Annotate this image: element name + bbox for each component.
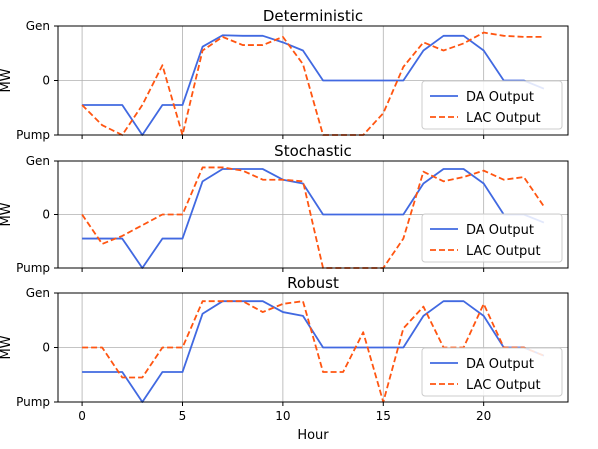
panel-robust-ytick-label-0: 0 — [42, 341, 50, 355]
panel-stochastic-legend-label-da-output: DA Output — [466, 223, 534, 238]
panel-stochastic-legend-label-lac-output: LAC Output — [466, 244, 541, 259]
panel-stochastic-series-lac-output — [81, 166, 545, 269]
panel-robust-ylabel: MW — [0, 335, 14, 359]
panel-stochastic-ytick-label-gen: Gen — [26, 154, 50, 168]
panel-robust: 0 5 10 15 20 Gen 0 Pump Robust MW Hour DA Output LAC… — [0, 274, 569, 443]
panel-deterministic-legend-label-da-output: DA Output — [466, 90, 534, 105]
panel-robust-series-lac-output — [82, 300, 545, 403]
panel-robust-xlabel: Hour — [297, 428, 329, 443]
panel-stochastic-legend: DA Output LAC Output — [421, 213, 563, 263]
panel-stochastic-title: Stochastic — [274, 142, 352, 160]
panel-stochastic: Gen 0 Pump Stochastic MW DA Output LAC Output — [0, 142, 569, 275]
panel-robust-legend: DA Output LAC Output — [421, 347, 563, 397]
panel-robust-ytick-label-pump: Pump — [16, 395, 50, 409]
panel-robust-title: Robust — [287, 274, 339, 292]
panel-stochastic-ytick-label-0: 0 — [42, 208, 50, 222]
panel-robust-xtick-label: 15 — [376, 409, 391, 423]
panel-deterministic-ylabel: MW — [0, 68, 14, 92]
panel-robust-legend-label-lac-output: LAC Output — [466, 378, 541, 393]
panel-robust-ytick-label-gen: Gen — [26, 286, 50, 300]
panel-robust-xtick-label: 10 — [275, 409, 290, 423]
panel-deterministic: Gen 0 Pump Deterministic MW DA Output LAC Outp… — [0, 7, 569, 142]
panel-robust-legend-label-da-output: DA Output — [466, 357, 534, 372]
panel-robust-xtick-label: 0 — [78, 409, 86, 423]
panel-robust-xtick-label: 20 — [476, 409, 491, 423]
panel-deterministic-ytick-label-pump: Pump — [16, 128, 50, 142]
panel-robust-series-da-output — [82, 300, 545, 403]
panel-deterministic-ytick-label-0: 0 — [42, 74, 50, 88]
panel-deterministic-legend-label-lac-output: LAC Output — [466, 111, 541, 126]
panel-deterministic-series-da-output — [82, 34, 545, 136]
panel-robust-xtick-label: 5 — [179, 409, 187, 423]
panel-stochastic-ytick-label-pump: Pump — [16, 261, 50, 275]
panel-stochastic-series-da-output — [82, 168, 545, 269]
panel-stochastic-ylabel: MW — [0, 202, 14, 226]
panel-deterministic-ytick-label-gen: Gen — [26, 19, 50, 33]
panel-deterministic-title: Deterministic — [263, 7, 363, 25]
panel-deterministic-legend: DA Output LAC Output — [421, 80, 563, 130]
panel-deterministic-series-lac-output — [81, 31, 544, 136]
